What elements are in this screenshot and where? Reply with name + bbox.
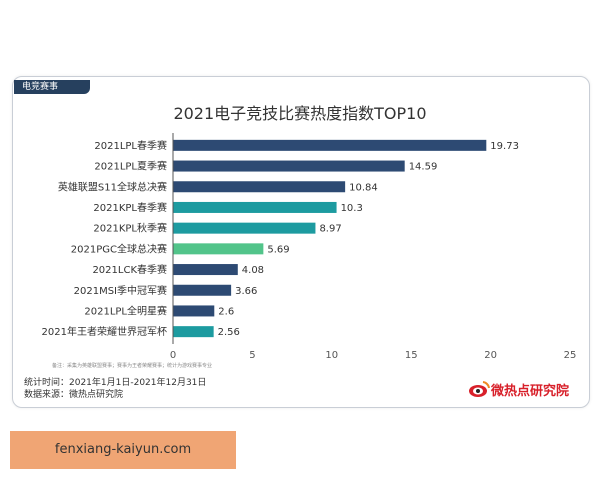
x-tick-labels-group: 0 5 10 15 20 25 xyxy=(170,350,577,361)
x-tick-label: 20 xyxy=(484,350,497,361)
x-tick-label: 0 xyxy=(170,350,176,361)
bar xyxy=(173,181,346,193)
bar xyxy=(173,139,487,151)
bar xyxy=(173,264,238,276)
bar xyxy=(173,243,264,255)
weibo-eye-icon xyxy=(469,381,490,397)
chart-card xyxy=(12,76,590,408)
value-label: 3.66 xyxy=(235,286,257,297)
bar xyxy=(173,284,232,296)
bar xyxy=(173,160,405,172)
chart-title: 2021电子竞技比赛热度指数TOP10 xyxy=(173,104,427,123)
value-label: 2.6 xyxy=(218,306,234,317)
value-label: 19.73 xyxy=(490,141,519,152)
category-label: 2021LPL春季赛 xyxy=(94,139,167,152)
value-label: 10.3 xyxy=(341,203,363,214)
bars-group xyxy=(173,139,487,338)
x-tick-label: 10 xyxy=(325,350,338,361)
bar xyxy=(173,222,316,234)
x-tick-label: 5 xyxy=(249,350,255,361)
watermark-text: fenxiang-kaiyun.com xyxy=(54,442,192,457)
brand-logo-text: 微热点研究院 xyxy=(491,384,570,399)
category-label: 2021LPL全明星赛 xyxy=(84,304,167,317)
watermark-banner: fenxiang-kaiyun.com xyxy=(10,431,236,469)
bar xyxy=(173,201,337,213)
value-label: 14.59 xyxy=(409,162,438,173)
category-label: 2021年王者荣耀世界冠军杯 xyxy=(42,325,167,338)
category-label: 2021LPL夏季赛 xyxy=(94,160,167,173)
category-label: 2021KPL春季赛 xyxy=(93,201,167,214)
category-label: 2021MSI季中冠军赛 xyxy=(74,284,167,297)
footnote: 备注：采集为英雄联盟赛事；赛事为王者荣耀赛事；统计为游戏赛事专业 xyxy=(52,363,213,369)
x-tick-label: 25 xyxy=(564,350,577,361)
bar xyxy=(173,305,215,317)
category-label: 英雄联盟S11全球总决赛 xyxy=(58,180,167,193)
value-label: 4.08 xyxy=(242,265,264,276)
category-tag: 电竞赛事 xyxy=(14,80,90,94)
value-label: 8.97 xyxy=(319,224,341,235)
value-label: 5.69 xyxy=(267,244,289,255)
category-label: 2021PGC全球总决赛 xyxy=(71,242,167,255)
statistics-period: 统计时间：2021年1月1日-2021年12月31日 xyxy=(24,378,207,388)
category-label: 2021LCK春季赛 xyxy=(92,263,167,276)
value-labels-group: 19.73 14.59 10.84 10.38.97 5.694.08 3.662.6 2.… xyxy=(218,141,519,338)
x-tick-label: 15 xyxy=(405,350,418,361)
value-label: 2.56 xyxy=(218,327,240,338)
bar xyxy=(173,326,214,338)
category-label: 2021KPL秋季赛 xyxy=(93,222,167,235)
value-label: 10.84 xyxy=(349,182,378,193)
data-source: 数据来源：微热点研究院 xyxy=(24,390,124,400)
